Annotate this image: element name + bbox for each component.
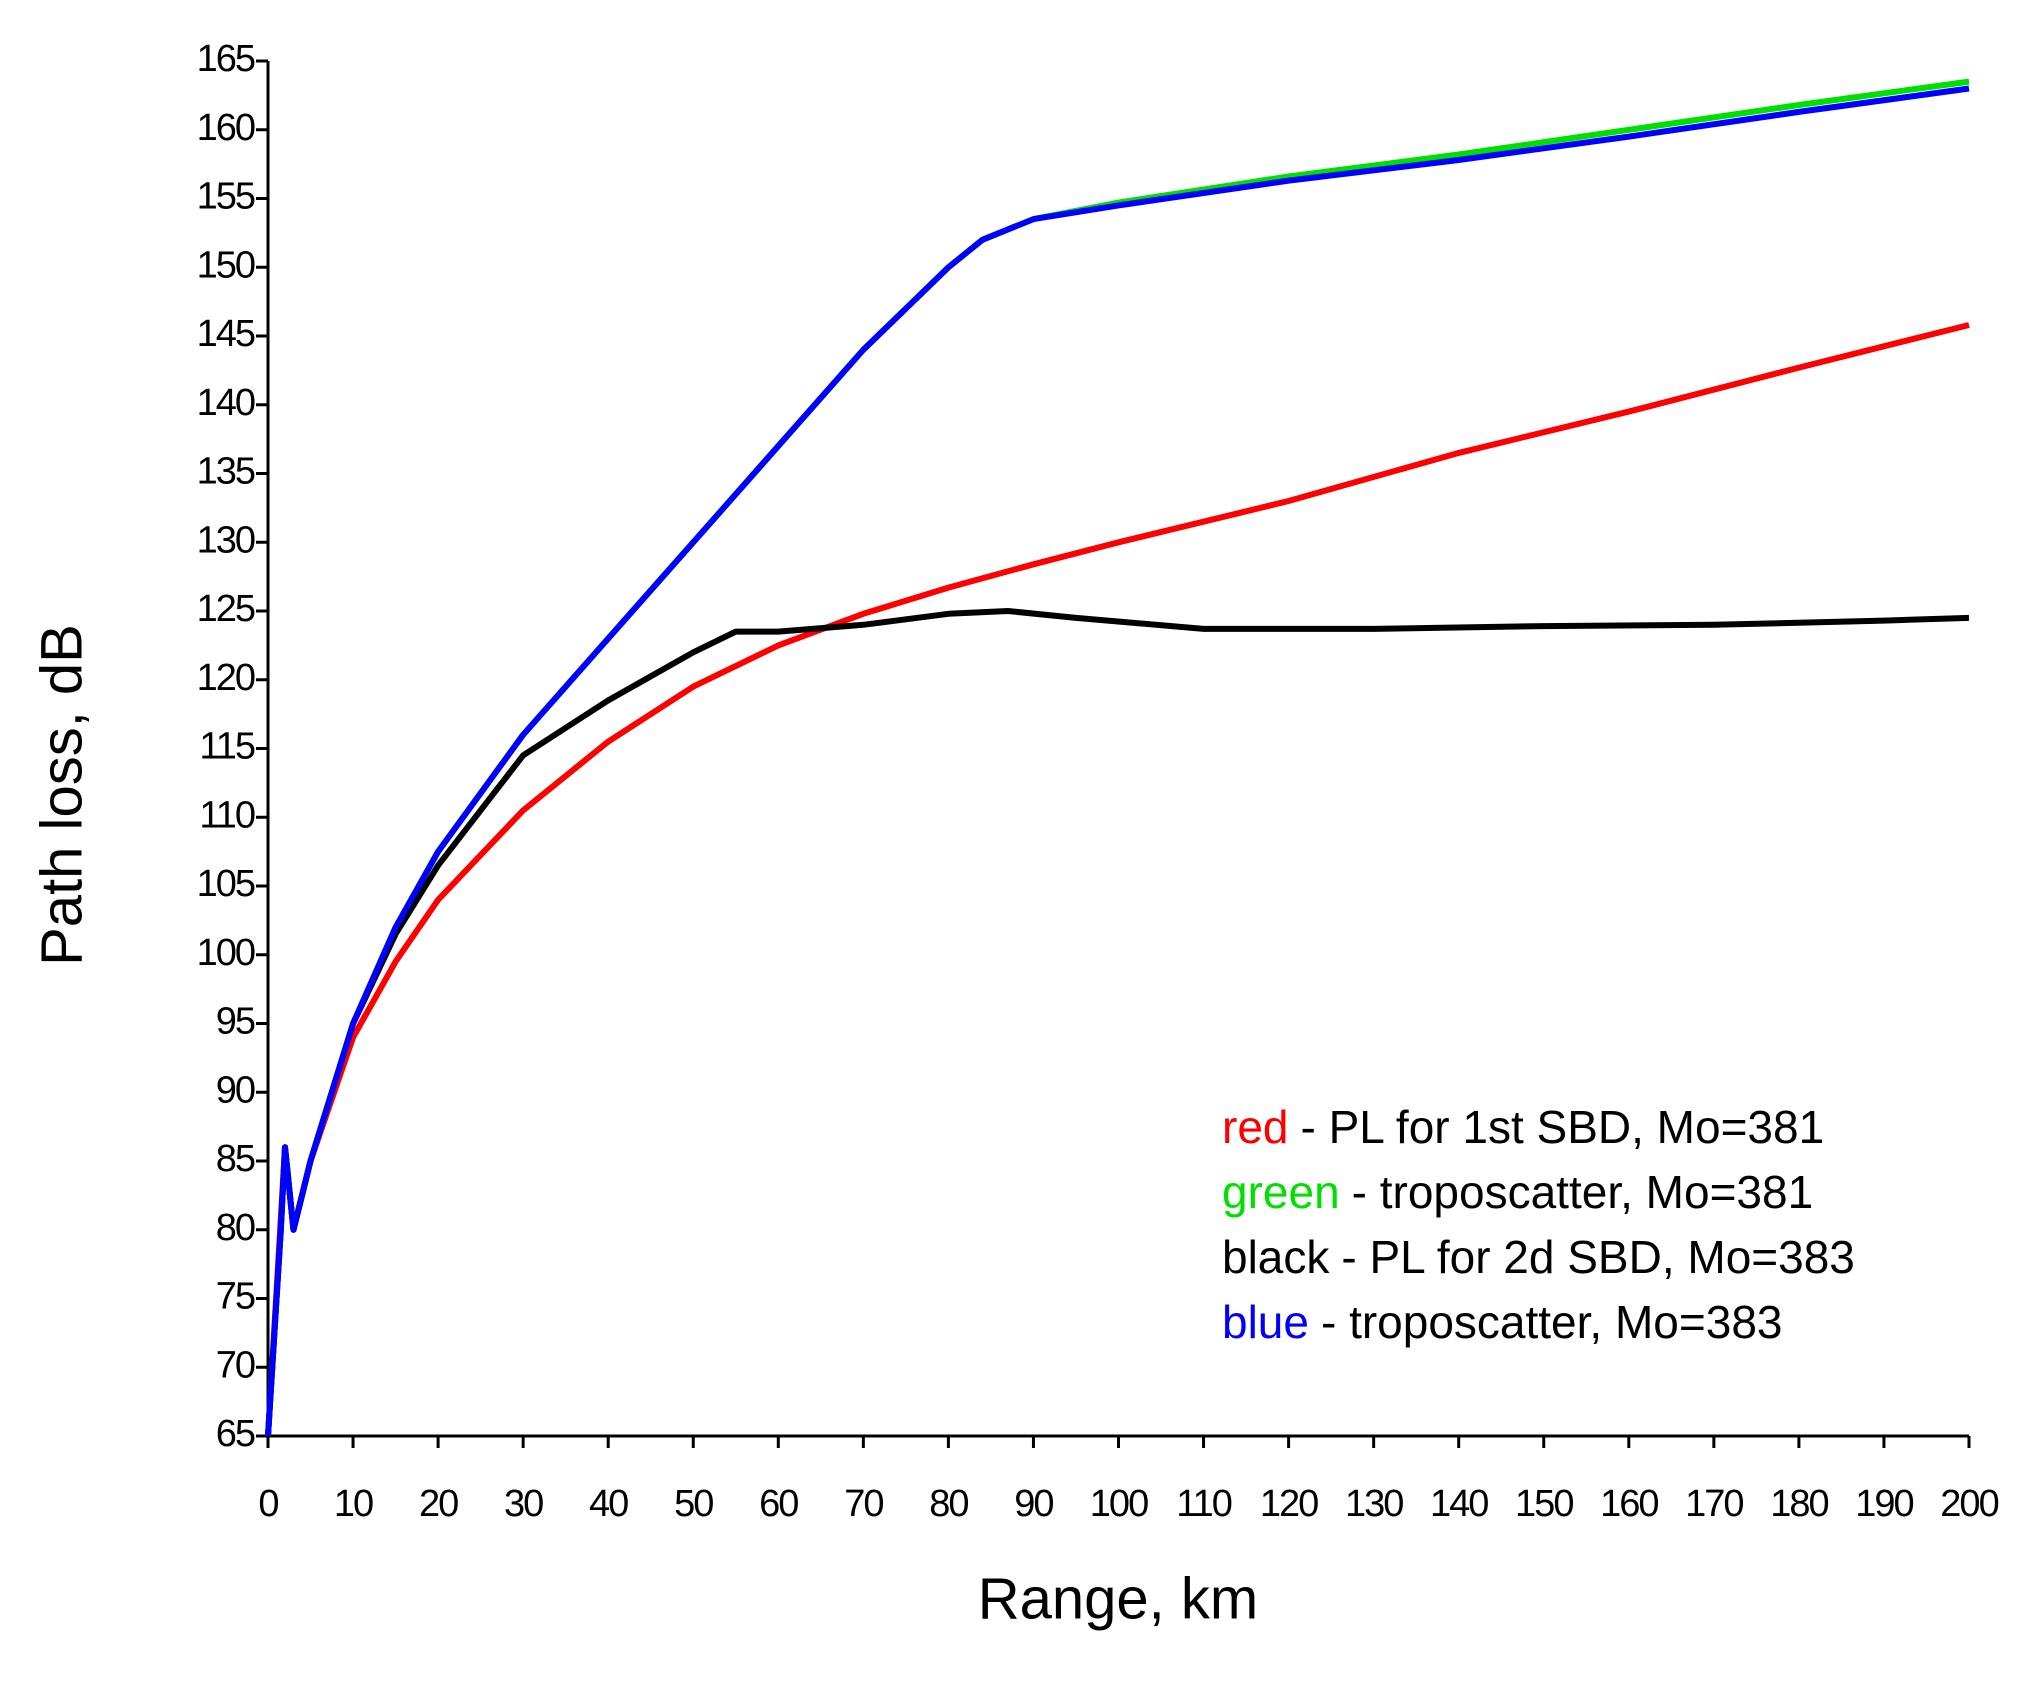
x-tick-label: 60 xyxy=(759,1483,798,1525)
y-tick-label: 160 xyxy=(197,107,255,149)
x-tick-label: 170 xyxy=(1685,1483,1743,1525)
legend-label: - PL for 2d SBD, Mo=383 xyxy=(1341,1231,1855,1283)
x-axis-title: Range, km xyxy=(978,1566,1258,1631)
y-tick-label: 75 xyxy=(216,1276,255,1318)
legend-key: green xyxy=(1222,1166,1340,1218)
y-tick-label: 100 xyxy=(197,932,255,974)
x-tick-label: 200 xyxy=(1940,1483,1998,1525)
y-tick-label: 140 xyxy=(197,382,255,424)
y-tick-label: 125 xyxy=(197,588,255,630)
x-tick-label: 80 xyxy=(929,1483,968,1525)
y-tick-label: 80 xyxy=(216,1207,255,1249)
x-tick-label: 100 xyxy=(1090,1483,1148,1525)
x-tick-label: 20 xyxy=(419,1483,458,1525)
y-tick-label: 85 xyxy=(216,1138,255,1180)
x-tick-label: 10 xyxy=(334,1483,373,1525)
legend-key: red xyxy=(1222,1101,1288,1153)
y-tick-label: 90 xyxy=(216,1069,255,1111)
y-tick-label: 150 xyxy=(197,244,255,286)
x-tick-label: 150 xyxy=(1515,1483,1573,1525)
legend-label: - troposcatter, Mo=381 xyxy=(1352,1166,1814,1218)
x-tick-label: 130 xyxy=(1345,1483,1403,1525)
legend-entry: red - PL for 1st SBD, Mo=381 xyxy=(1222,1101,1824,1153)
x-tick-label: 160 xyxy=(1600,1483,1658,1525)
y-axis-title: Path loss, dB xyxy=(29,624,94,966)
y-tick-label: 165 xyxy=(197,38,255,80)
x-tick-label: 70 xyxy=(844,1483,883,1525)
y-tick-label: 65 xyxy=(216,1413,255,1455)
y-tick-label: 130 xyxy=(197,519,255,561)
y-tick-label: 70 xyxy=(216,1344,255,1386)
y-tick-label: 120 xyxy=(197,657,255,699)
legend-key: black xyxy=(1222,1231,1330,1283)
x-tick-label: 190 xyxy=(1855,1483,1913,1525)
x-tick-label: 0 xyxy=(258,1483,278,1525)
x-tick-label: 40 xyxy=(589,1483,628,1525)
x-tick-label: 110 xyxy=(1176,1483,1231,1525)
legend-label: - PL for 1st SBD, Mo=381 xyxy=(1300,1101,1824,1153)
y-tick-label: 135 xyxy=(197,451,255,493)
legend-label: - troposcatter, Mo=383 xyxy=(1321,1296,1783,1348)
x-tick-label: 30 xyxy=(504,1483,543,1525)
x-tick-label: 120 xyxy=(1260,1483,1318,1525)
legend-key: blue xyxy=(1222,1296,1309,1348)
legend-entry: blue - troposcatter, Mo=383 xyxy=(1222,1296,1783,1348)
x-tick-label: 140 xyxy=(1430,1483,1488,1525)
legend-entry: green - troposcatter, Mo=381 xyxy=(1222,1166,1813,1218)
y-tick-label: 155 xyxy=(197,176,255,218)
y-tick-label: 115 xyxy=(199,726,254,768)
x-tick-label: 50 xyxy=(674,1483,713,1525)
legend-entry: black - PL for 2d SBD, Mo=383 xyxy=(1222,1231,1855,1283)
y-tick-label: 110 xyxy=(199,794,254,836)
y-tick-label: 95 xyxy=(216,1001,255,1043)
y-tick-label: 145 xyxy=(197,313,255,355)
x-tick-label: 180 xyxy=(1770,1483,1828,1525)
series-line xyxy=(265,85,1970,1437)
x-tick-label: 90 xyxy=(1014,1483,1053,1525)
y-tick-label: 105 xyxy=(197,863,255,905)
